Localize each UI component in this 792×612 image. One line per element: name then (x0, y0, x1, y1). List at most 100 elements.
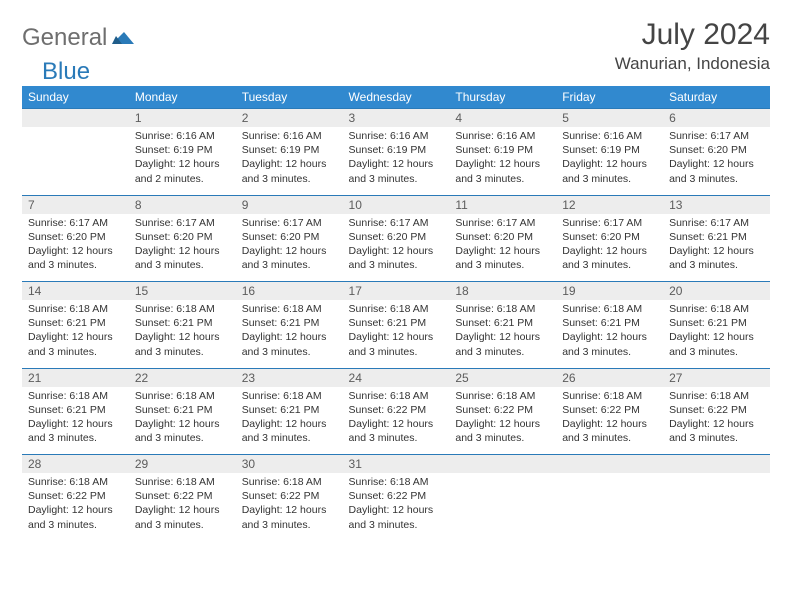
week-body-row: Sunrise: 6:18 AMSunset: 6:21 PMDaylight:… (22, 387, 770, 455)
day-line-dl2: and 3 minutes. (242, 172, 337, 186)
day-line-set: Sunset: 6:21 PM (669, 230, 764, 244)
day-number (556, 455, 663, 474)
day-number: 27 (663, 368, 770, 387)
day-line-dl2: and 3 minutes. (242, 431, 337, 445)
day-detail: Sunrise: 6:18 AMSunset: 6:22 PMDaylight:… (22, 473, 129, 538)
flag-icon (112, 28, 136, 49)
day-number: 2 (236, 109, 343, 128)
day-cell: Sunrise: 6:18 AMSunset: 6:22 PMDaylight:… (22, 473, 129, 541)
day-detail: Sunrise: 6:16 AMSunset: 6:19 PMDaylight:… (556, 127, 663, 192)
day-line-dl1: Daylight: 12 hours (562, 330, 657, 344)
day-line-rise: Sunrise: 6:16 AM (135, 129, 230, 143)
day-number: 12 (556, 195, 663, 214)
day-line-set: Sunset: 6:21 PM (349, 316, 444, 330)
day-cell (449, 473, 556, 541)
location-label: Wanurian, Indonesia (615, 54, 770, 74)
day-number: 22 (129, 368, 236, 387)
day-detail: Sunrise: 6:18 AMSunset: 6:22 PMDaylight:… (449, 387, 556, 452)
day-line-dl1: Daylight: 12 hours (135, 330, 230, 344)
day-line-rise: Sunrise: 6:16 AM (455, 129, 550, 143)
day-cell: Sunrise: 6:16 AMSunset: 6:19 PMDaylight:… (129, 127, 236, 195)
day-line-dl2: and 3 minutes. (562, 345, 657, 359)
day-detail: Sunrise: 6:16 AMSunset: 6:19 PMDaylight:… (449, 127, 556, 192)
day-number (449, 455, 556, 474)
day-number (663, 455, 770, 474)
day-line-rise: Sunrise: 6:18 AM (455, 302, 550, 316)
day-cell: Sunrise: 6:16 AMSunset: 6:19 PMDaylight:… (449, 127, 556, 195)
day-line-dl1: Daylight: 12 hours (562, 244, 657, 258)
day-line-dl1: Daylight: 12 hours (669, 417, 764, 431)
day-detail: Sunrise: 6:18 AMSunset: 6:21 PMDaylight:… (22, 387, 129, 452)
day-detail: Sunrise: 6:17 AMSunset: 6:20 PMDaylight:… (556, 214, 663, 279)
day-cell: Sunrise: 6:16 AMSunset: 6:19 PMDaylight:… (236, 127, 343, 195)
day-number: 30 (236, 455, 343, 474)
day-header: Monday (129, 86, 236, 109)
day-cell (663, 473, 770, 541)
day-cell: Sunrise: 6:18 AMSunset: 6:22 PMDaylight:… (449, 387, 556, 455)
day-line-dl1: Daylight: 12 hours (669, 244, 764, 258)
day-line-dl2: and 3 minutes. (135, 345, 230, 359)
day-line-rise: Sunrise: 6:18 AM (562, 389, 657, 403)
day-line-dl2: and 3 minutes. (349, 258, 444, 272)
day-number: 17 (343, 282, 450, 301)
day-line-set: Sunset: 6:20 PM (349, 230, 444, 244)
day-line-dl2: and 3 minutes. (349, 172, 444, 186)
day-header: Tuesday (236, 86, 343, 109)
day-cell: Sunrise: 6:18 AMSunset: 6:22 PMDaylight:… (343, 387, 450, 455)
day-number: 31 (343, 455, 450, 474)
day-cell: Sunrise: 6:17 AMSunset: 6:20 PMDaylight:… (449, 214, 556, 282)
day-cell: Sunrise: 6:17 AMSunset: 6:20 PMDaylight:… (236, 214, 343, 282)
day-line-set: Sunset: 6:22 PM (669, 403, 764, 417)
week-number-row: 78910111213 (22, 195, 770, 214)
day-line-dl2: and 3 minutes. (455, 345, 550, 359)
day-line-dl2: and 3 minutes. (669, 258, 764, 272)
day-cell: Sunrise: 6:18 AMSunset: 6:22 PMDaylight:… (129, 473, 236, 541)
day-header: Sunday (22, 86, 129, 109)
day-line-dl1: Daylight: 12 hours (28, 503, 123, 517)
week-number-row: 14151617181920 (22, 282, 770, 301)
day-number: 7 (22, 195, 129, 214)
day-cell: Sunrise: 6:18 AMSunset: 6:21 PMDaylight:… (129, 300, 236, 368)
day-detail: Sunrise: 6:17 AMSunset: 6:20 PMDaylight:… (663, 127, 770, 192)
day-line-rise: Sunrise: 6:17 AM (455, 216, 550, 230)
day-line-set: Sunset: 6:21 PM (28, 403, 123, 417)
day-cell: Sunrise: 6:18 AMSunset: 6:22 PMDaylight:… (663, 387, 770, 455)
day-line-dl2: and 3 minutes. (242, 345, 337, 359)
day-line-dl1: Daylight: 12 hours (28, 417, 123, 431)
day-line-set: Sunset: 6:20 PM (135, 230, 230, 244)
day-cell: Sunrise: 6:18 AMSunset: 6:21 PMDaylight:… (449, 300, 556, 368)
day-line-dl2: and 3 minutes. (28, 258, 123, 272)
day-cell: Sunrise: 6:16 AMSunset: 6:19 PMDaylight:… (343, 127, 450, 195)
day-detail: Sunrise: 6:18 AMSunset: 6:21 PMDaylight:… (22, 300, 129, 365)
day-line-dl2: and 2 minutes. (135, 172, 230, 186)
day-line-rise: Sunrise: 6:18 AM (28, 475, 123, 489)
day-cell: Sunrise: 6:17 AMSunset: 6:20 PMDaylight:… (343, 214, 450, 282)
day-header-row: Sunday Monday Tuesday Wednesday Thursday… (22, 86, 770, 109)
day-line-dl2: and 3 minutes. (242, 258, 337, 272)
day-line-rise: Sunrise: 6:16 AM (562, 129, 657, 143)
day-line-set: Sunset: 6:21 PM (562, 316, 657, 330)
day-cell: Sunrise: 6:18 AMSunset: 6:21 PMDaylight:… (129, 387, 236, 455)
day-number: 6 (663, 109, 770, 128)
month-title: July 2024 (615, 18, 770, 52)
day-line-rise: Sunrise: 6:18 AM (135, 302, 230, 316)
day-cell: Sunrise: 6:18 AMSunset: 6:21 PMDaylight:… (22, 300, 129, 368)
day-detail: Sunrise: 6:17 AMSunset: 6:21 PMDaylight:… (663, 214, 770, 279)
day-cell: Sunrise: 6:18 AMSunset: 6:22 PMDaylight:… (343, 473, 450, 541)
day-detail: Sunrise: 6:16 AMSunset: 6:19 PMDaylight:… (343, 127, 450, 192)
day-line-dl2: and 3 minutes. (562, 258, 657, 272)
day-number: 8 (129, 195, 236, 214)
day-line-dl2: and 3 minutes. (349, 518, 444, 532)
day-cell: Sunrise: 6:17 AMSunset: 6:20 PMDaylight:… (556, 214, 663, 282)
day-detail: Sunrise: 6:17 AMSunset: 6:20 PMDaylight:… (449, 214, 556, 279)
day-line-rise: Sunrise: 6:18 AM (28, 302, 123, 316)
day-line-rise: Sunrise: 6:18 AM (135, 475, 230, 489)
day-line-rise: Sunrise: 6:17 AM (562, 216, 657, 230)
day-line-dl1: Daylight: 12 hours (349, 330, 444, 344)
day-detail: Sunrise: 6:18 AMSunset: 6:21 PMDaylight:… (556, 300, 663, 365)
day-line-set: Sunset: 6:22 PM (349, 489, 444, 503)
day-number: 10 (343, 195, 450, 214)
day-cell: Sunrise: 6:18 AMSunset: 6:21 PMDaylight:… (22, 387, 129, 455)
day-line-rise: Sunrise: 6:18 AM (28, 389, 123, 403)
day-line-rise: Sunrise: 6:17 AM (669, 129, 764, 143)
